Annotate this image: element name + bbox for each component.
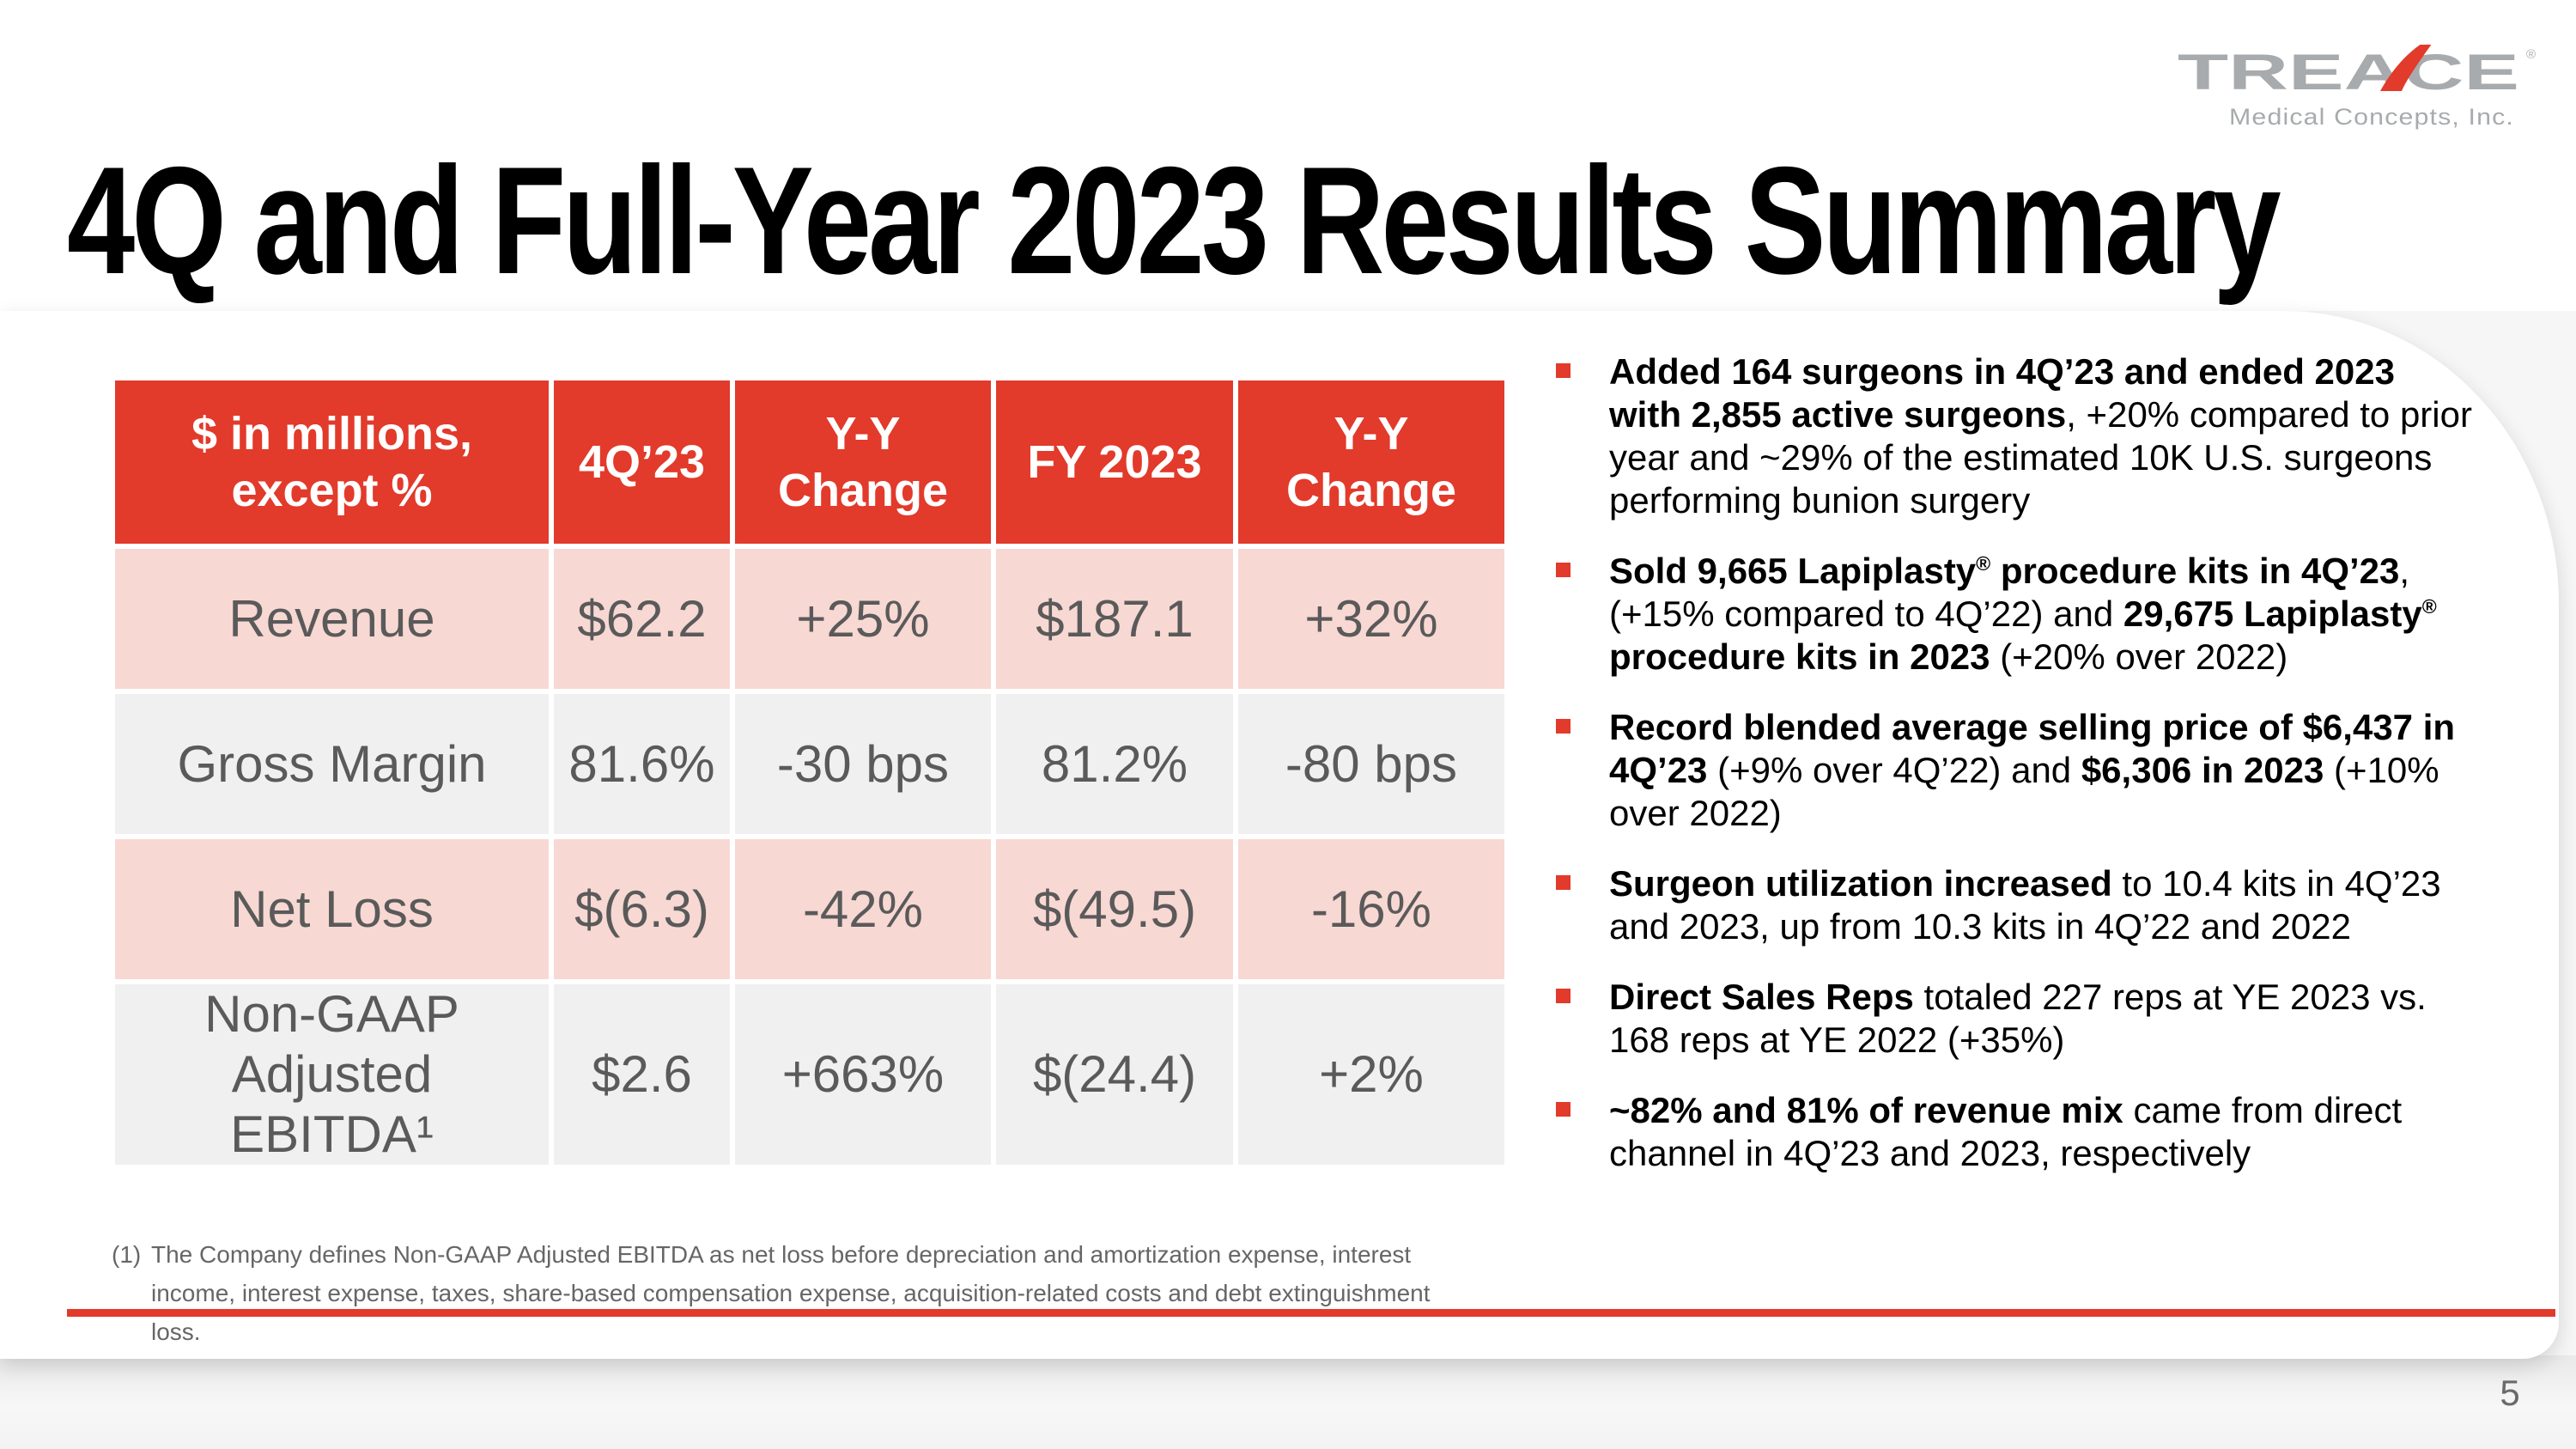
- table-body: Revenue $62.2 +25% $187.1 +32% Gross Margin 81…: [115, 549, 1504, 1165]
- table-header-row: $ in millions, except % 4Q’23 Y-Y Change…: [115, 381, 1504, 544]
- logo-swoosh-icon: [2380, 45, 2432, 91]
- footnote-marker: (1): [112, 1241, 142, 1268]
- col-header-metric: $ in millions, except %: [115, 381, 549, 544]
- treace-logo: TREACE ® Medical Concepts, Inc.: [2178, 45, 2536, 130]
- bullet-text: Direct Sales Reps totaled 227 reps at YE…: [1609, 977, 2427, 1060]
- page-number: 5: [2500, 1373, 2520, 1413]
- bullet-text: Added 164 surgeons in 4Q’23 and ended 20…: [1609, 351, 2472, 521]
- table-cell: -30 bps: [735, 694, 991, 834]
- bullet-square-icon: [1556, 1102, 1571, 1117]
- table-cell: 81.2%: [996, 694, 1233, 834]
- table-cell: 81.6%: [554, 694, 730, 834]
- bullet-square-icon: [1556, 875, 1571, 890]
- bullet-item: ~82% and 81% of revenue mix came from di…: [1556, 1089, 2479, 1175]
- row-label: Net Loss: [115, 839, 549, 979]
- table-row: Non-GAAP Adjusted EBITDA¹ $2.6 +663% $(24.4…: [115, 984, 1504, 1165]
- bullet-text: Record blended average selling price of …: [1609, 707, 2456, 833]
- bullet-square-icon: [1556, 563, 1571, 577]
- results-table-wrap: $ in millions, except % 4Q’23 Y-Y Change…: [110, 375, 1510, 1170]
- col-header-fy2023: FY 2023: [996, 381, 1233, 544]
- bullet-item: Surgeon utilization increased to 10.4 ki…: [1556, 862, 2479, 948]
- bullet-item: Direct Sales Reps totaled 227 reps at YE…: [1556, 976, 2479, 1062]
- table-cell: -42%: [735, 839, 991, 979]
- logo-wordmark: TREACE: [2178, 45, 2519, 100]
- footnote: (1) The Company defines Non-GAAP Adjuste…: [112, 1235, 1503, 1351]
- row-label: Revenue: [115, 549, 549, 689]
- col-header-yy-change-fy: Y-Y Change: [1238, 381, 1504, 544]
- table-cell: $(24.4): [996, 984, 1233, 1165]
- logo-registered-mark: ®: [2526, 47, 2536, 62]
- footnote-text: The Company defines Non-GAAP Adjusted EB…: [151, 1241, 1431, 1345]
- table-cell: +25%: [735, 549, 991, 689]
- table-cell: $(6.3): [554, 839, 730, 979]
- table-cell: +2%: [1238, 984, 1504, 1165]
- slide-title: 4Q and Full-Year 2023 Results Summary: [67, 135, 2281, 306]
- bullet-square-icon: [1556, 989, 1571, 1003]
- table-cell: +663%: [735, 984, 991, 1165]
- results-table: $ in millions, except % 4Q’23 Y-Y Change…: [110, 375, 1510, 1170]
- logo-subtitle: Medical Concepts, Inc.: [2229, 104, 2514, 130]
- bullet-item: Sold 9,665 Lapiplasty® procedure kits in…: [1556, 550, 2479, 679]
- col-header-4q23: 4Q’23: [554, 381, 730, 544]
- title-band: [0, 0, 2576, 311]
- bullet-item: Added 164 surgeons in 4Q’23 and ended 20…: [1556, 350, 2479, 522]
- table-cell: -80 bps: [1238, 694, 1504, 834]
- bullet-square-icon: [1556, 719, 1571, 734]
- table-cell: $(49.5): [996, 839, 1233, 979]
- row-label: Non-GAAP Adjusted EBITDA¹: [115, 984, 549, 1165]
- table-cell: $62.2: [554, 549, 730, 689]
- bullet-text: ~82% and 81% of revenue mix came from di…: [1609, 1090, 2403, 1173]
- footer-strip: [0, 1355, 2576, 1449]
- table-row: Revenue $62.2 +25% $187.1 +32%: [115, 549, 1504, 689]
- bullet-square-icon: [1556, 363, 1571, 378]
- highlights-list: Added 164 surgeons in 4Q’23 and ended 20…: [1556, 350, 2479, 1175]
- table-cell: $187.1: [996, 549, 1233, 689]
- table-cell: +32%: [1238, 549, 1504, 689]
- col-header-yy-change-q: Y-Y Change: [735, 381, 991, 544]
- table-row: Net Loss $(6.3) -42% $(49.5) -16%: [115, 839, 1504, 979]
- table-cell: -16%: [1238, 839, 1504, 979]
- row-label: Gross Margin: [115, 694, 549, 834]
- red-divider-line: [67, 1309, 2555, 1317]
- table-row: Gross Margin 81.6% -30 bps 81.2% -80 bps: [115, 694, 1504, 834]
- bullet-item: Record blended average selling price of …: [1556, 706, 2479, 835]
- table-cell: $2.6: [554, 984, 730, 1165]
- bullet-text: Surgeon utilization increased to 10.4 ki…: [1609, 863, 2441, 947]
- bullet-text: Sold 9,665 Lapiplasty® procedure kits in…: [1609, 551, 2437, 677]
